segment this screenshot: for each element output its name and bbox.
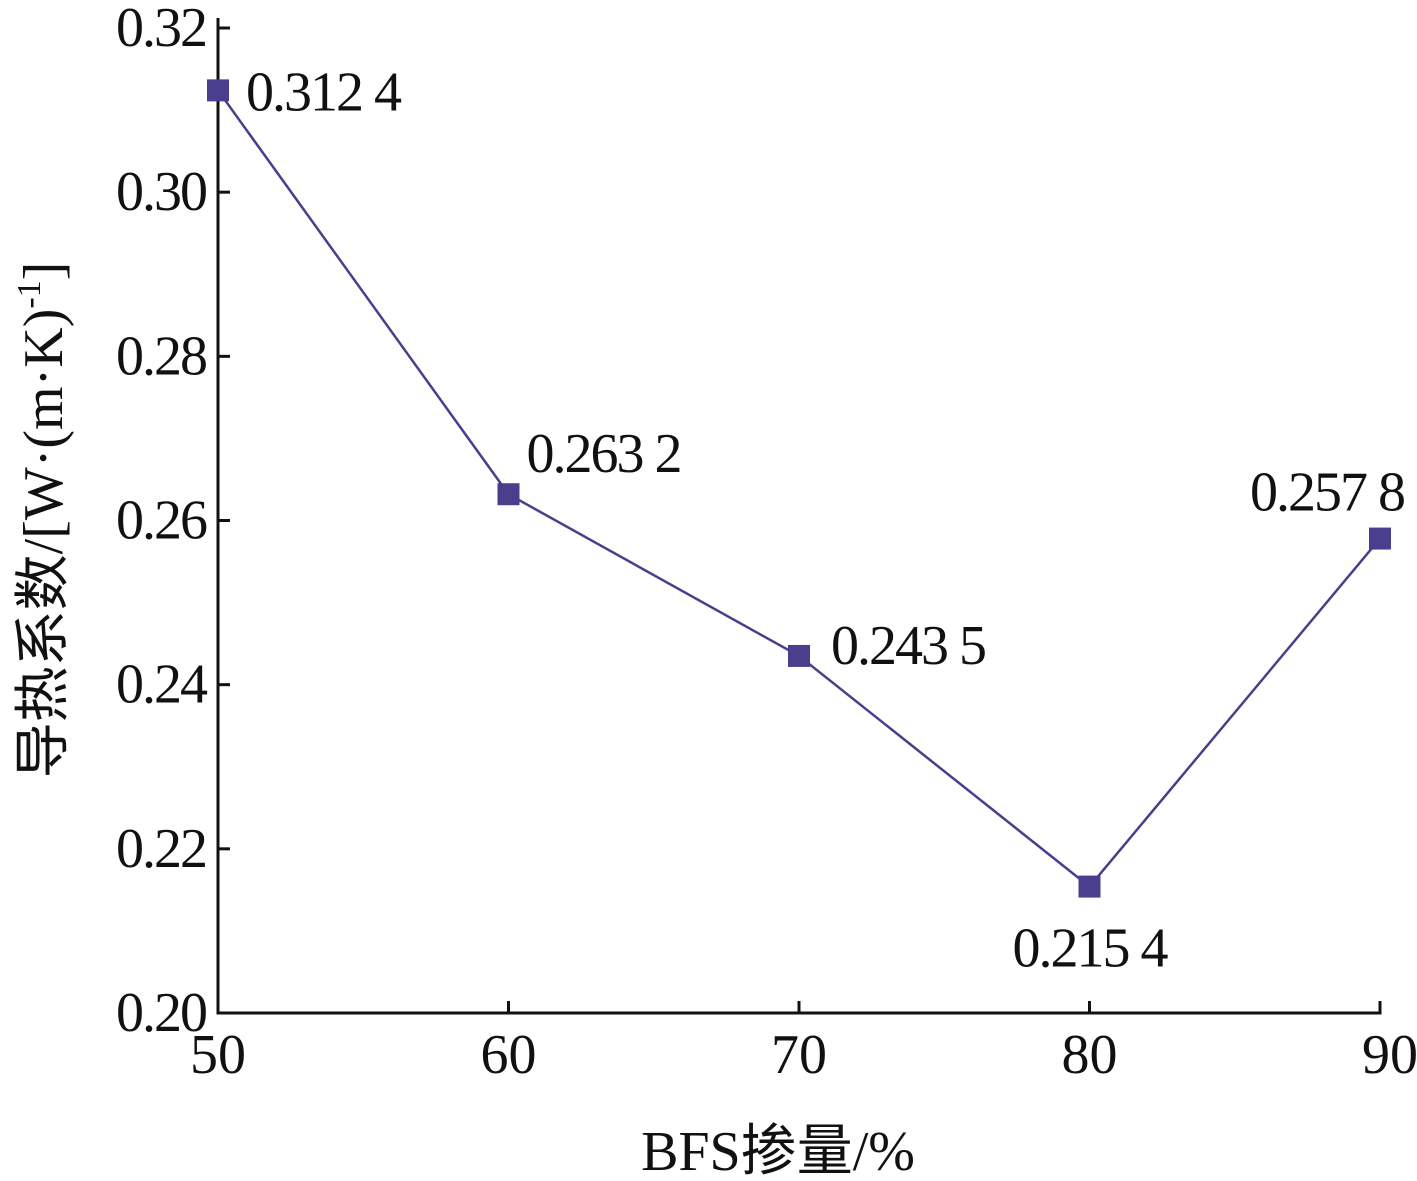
data-label: 0.257 8 — [1250, 462, 1404, 524]
data-point-marker — [497, 483, 520, 506]
y-axis-label-superscript: -1 — [11, 280, 48, 308]
y-axis-label: 导热系数/[W·(m·K)-1] — [11, 262, 75, 779]
series-line — [216, 89, 1381, 889]
x-tick-label: 60 — [481, 1024, 537, 1086]
y-tick-label: 0.22 — [116, 818, 206, 880]
data-label: 0.263 2 — [527, 423, 681, 485]
x-tick-label: 90 — [1362, 1024, 1417, 1086]
data-point-marker — [1078, 875, 1101, 898]
data-point-marker — [1369, 527, 1391, 550]
x-tick-label: 70 — [771, 1024, 827, 1086]
axes: 0.20 0.22 0.24 0.26 0.28 0.30 0.32 50 60 70 80 90 — [116, 0, 1417, 1086]
y-axis-label-end: ] — [13, 262, 75, 281]
x-axis-label: BFS掺量/% — [641, 1121, 915, 1181]
y-tick-label: 0.24 — [116, 654, 208, 716]
data-label: 0.312 4 — [246, 61, 402, 123]
y-axis-label-main: 导热系数/[W·(m·K) — [13, 309, 75, 779]
x-tick-label: 80 — [1062, 1024, 1118, 1086]
data-point-marker — [788, 644, 810, 667]
data-label: 0.243 5 — [831, 615, 985, 677]
data-point-marker — [207, 79, 229, 102]
y-tick-label: 0.28 — [116, 325, 206, 387]
y-tick-label: 0.32 — [116, 0, 206, 59]
data-label: 0.215 4 — [1013, 918, 1169, 980]
x-tick-label: 50 — [190, 1024, 246, 1086]
y-tick-label: 0.20 — [116, 982, 206, 1044]
y-tick-label: 0.26 — [116, 490, 207, 552]
y-tick-label: 0.30 — [116, 161, 206, 223]
data-marks: 0.312 4 0.263 2 0.243 5 0.215 4 0.257 8 — [207, 61, 1406, 980]
